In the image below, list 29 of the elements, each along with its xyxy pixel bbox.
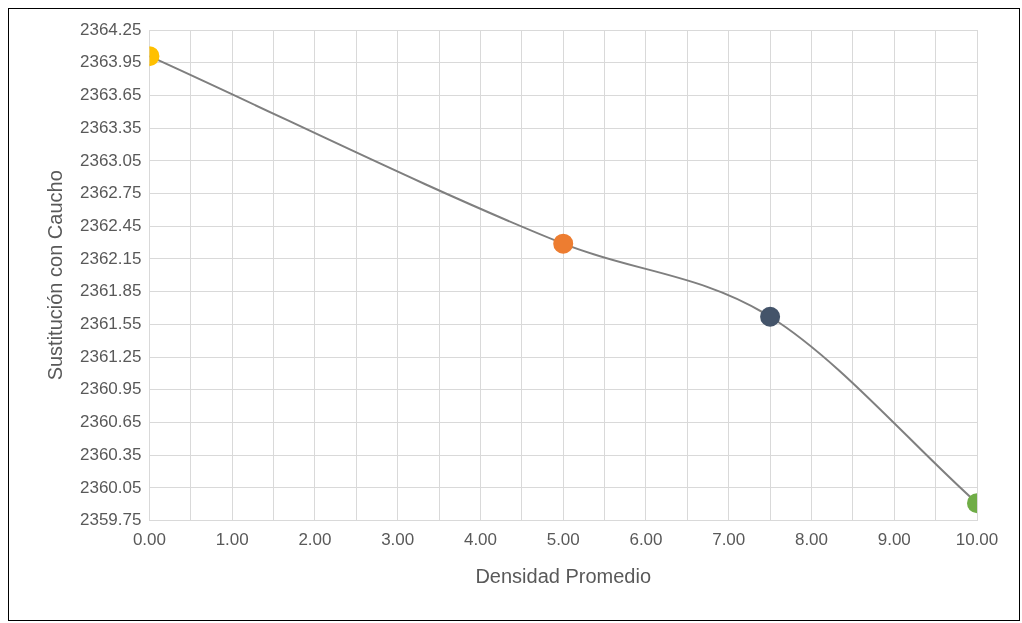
x-tick-label: 7.00	[712, 530, 746, 550]
x-tick-label: 3.00	[381, 530, 415, 550]
y-tick-label: 2363.65	[80, 85, 142, 105]
x-tick-label: 4.00	[463, 530, 498, 550]
y-tick-label: 2362.45	[80, 215, 142, 235]
y-tick-label: 2363.05	[80, 150, 142, 170]
x-tick-label: 6.00	[629, 530, 663, 550]
x-tick-label: 8.00	[794, 530, 829, 550]
x-tick-label: 9.00	[877, 530, 911, 550]
y-tick-label: 2361.55	[80, 314, 142, 334]
y-tick-label: 2359.75	[80, 510, 142, 530]
y-tick-label: 2362.75	[80, 183, 142, 203]
x-tick-label: 10.00	[955, 530, 999, 550]
y-tick-label: 2364.25	[80, 19, 142, 39]
y-tick-label: 2360.35	[80, 444, 142, 464]
x-axis-title: Densidad Promedio	[475, 564, 652, 587]
x-tick-label: 5.00	[546, 530, 580, 550]
y-axis-title: Sustitución con Caucho	[43, 170, 66, 381]
y-tick-label: 2363.95	[80, 52, 142, 72]
y-tick-label: 2360.65	[80, 412, 142, 432]
y-tick-label: 2362.15	[80, 248, 142, 268]
x-tick-label: 0.00	[132, 530, 166, 550]
y-tick-label: 2360.05	[80, 477, 142, 497]
y-tick-label: 2363.35	[80, 117, 142, 137]
y-tick-label: 2361.25	[80, 346, 142, 366]
x-tick-label: 1.00	[215, 530, 249, 550]
y-tick-label: 2361.85	[80, 281, 142, 301]
y-tick-label: 2360.95	[80, 379, 142, 399]
x-tick-label: 2.00	[298, 530, 332, 550]
